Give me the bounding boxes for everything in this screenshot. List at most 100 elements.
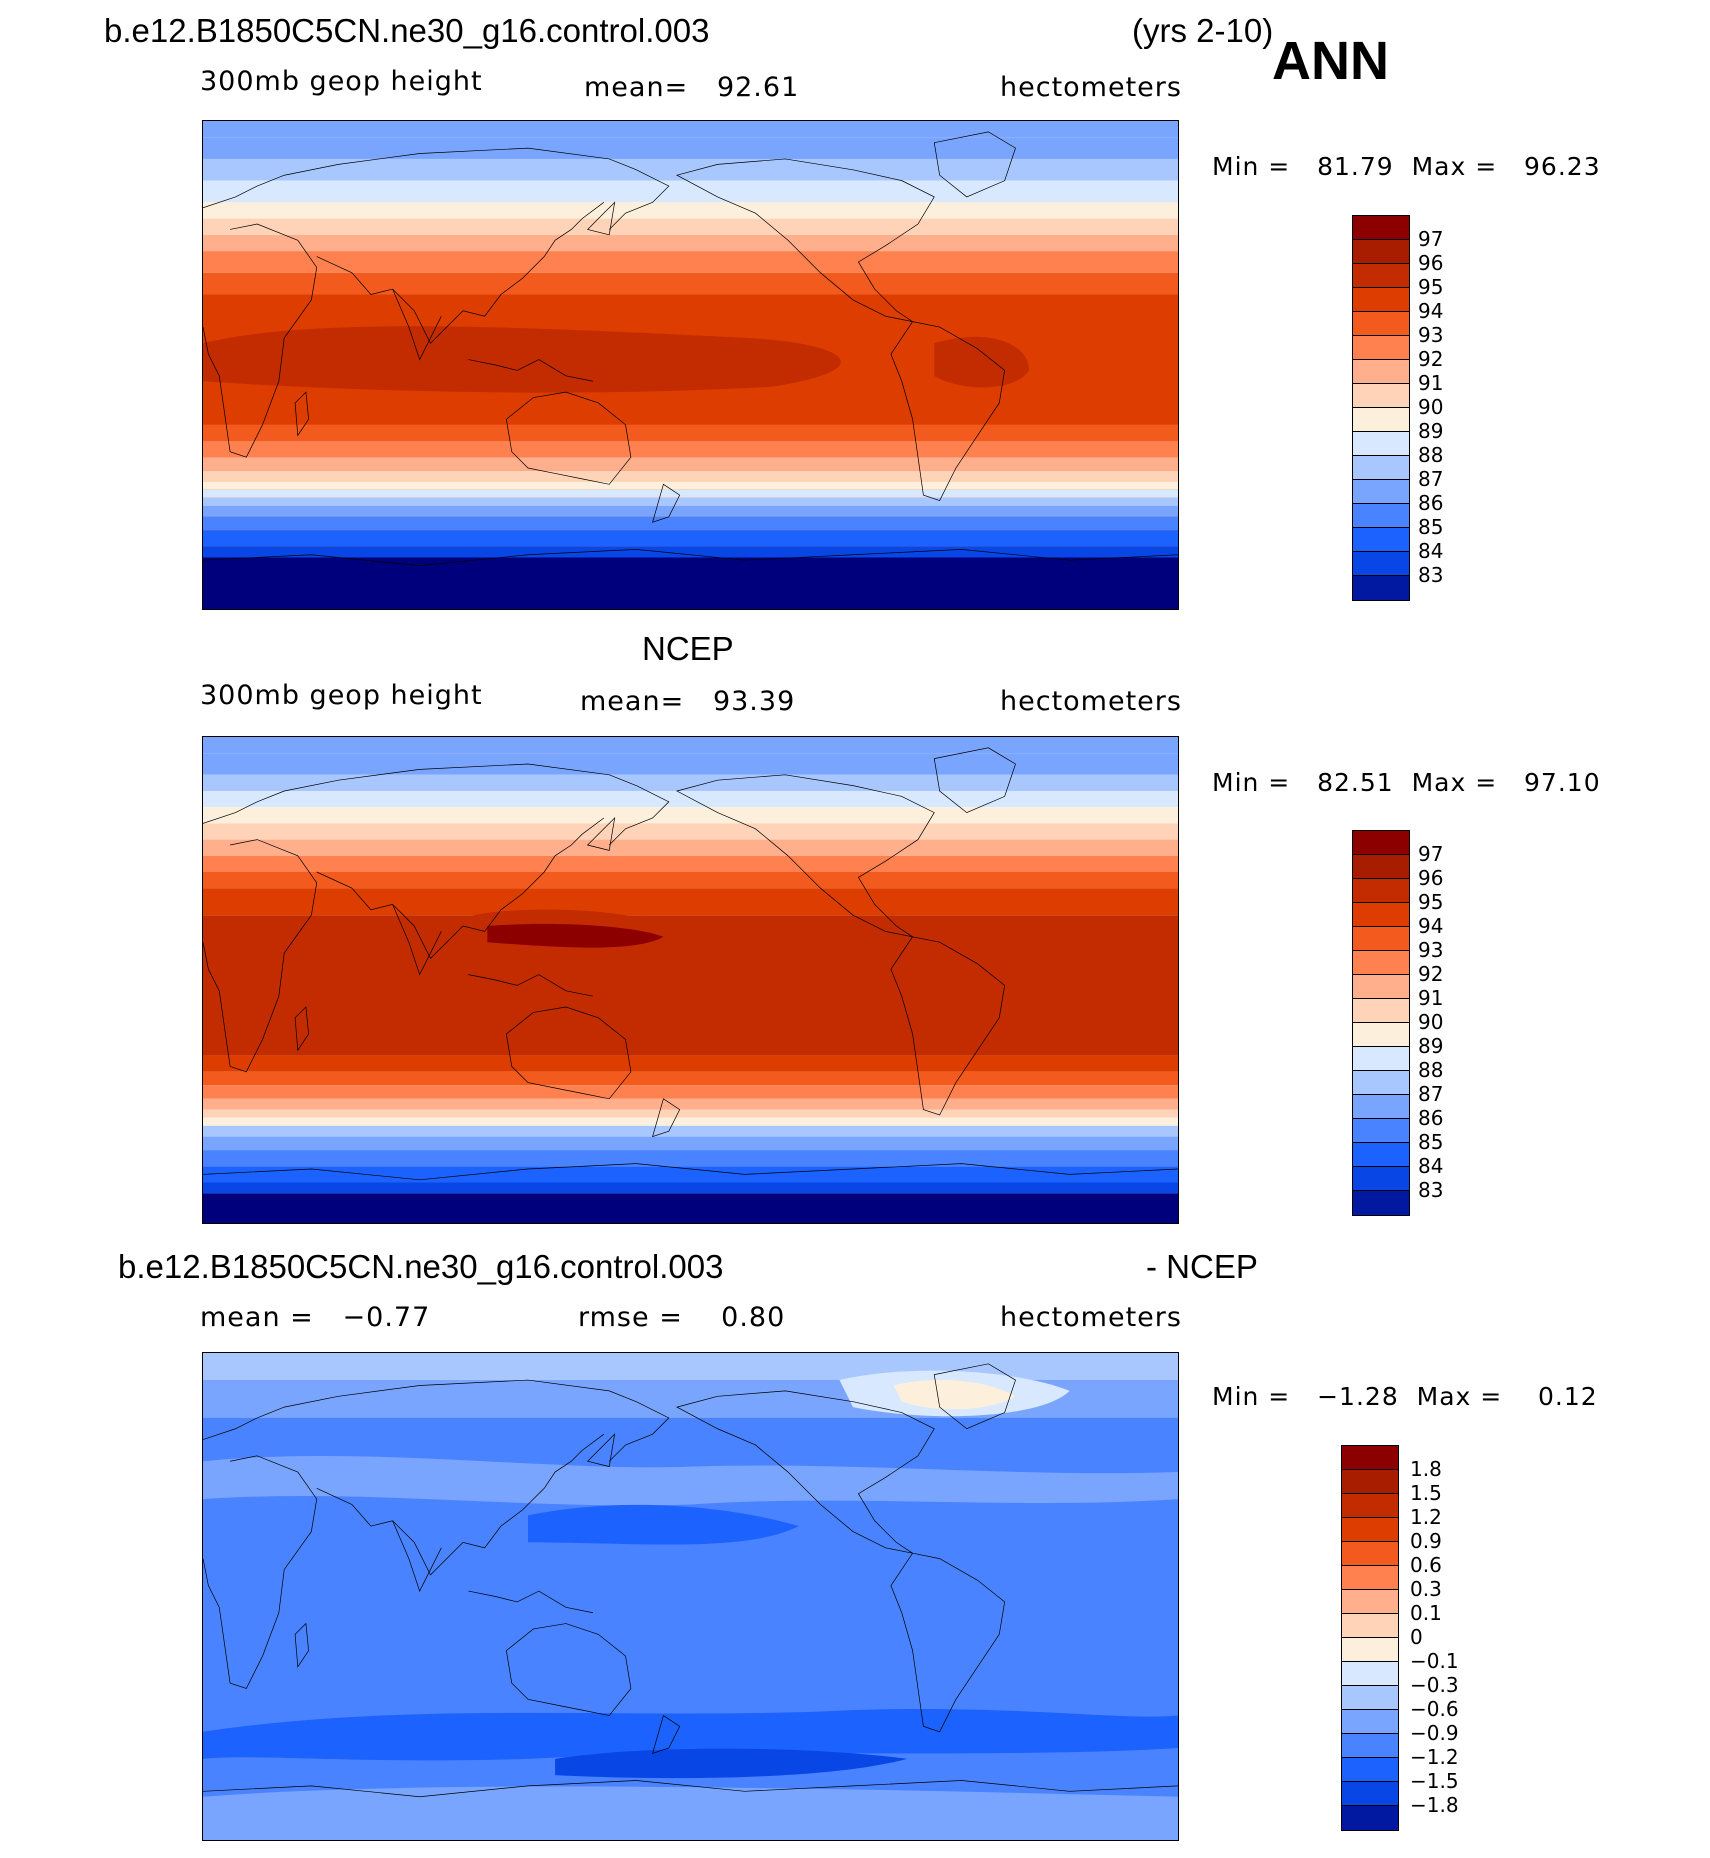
contour-band	[203, 516, 1178, 531]
obs-contour-bands	[203, 737, 1178, 1223]
colorbar-swatch	[1342, 1590, 1398, 1614]
contour-band	[203, 272, 1178, 295]
colorbar-swatch	[1353, 951, 1409, 975]
model-map	[202, 120, 1179, 610]
diff-rmse-label: rmse =	[578, 1302, 683, 1333]
model-colorbar	[1352, 215, 1410, 601]
band	[203, 1786, 1178, 1840]
obs-minmax: Min = 82.51 Max = 97.10	[1212, 768, 1601, 797]
coastline	[468, 360, 593, 382]
high-core	[934, 336, 1030, 388]
diff-max-label: Max =	[1416, 1382, 1503, 1411]
contour-band	[203, 1150, 1178, 1167]
colorbar-label: 97	[1418, 227, 1444, 251]
contour-band	[203, 424, 1178, 441]
colorbar-swatch	[1342, 1566, 1398, 1590]
colorbar-label: 83	[1418, 1178, 1444, 1202]
obs-colorbar	[1352, 830, 1410, 1216]
colorbar-label: 0.9	[1410, 1529, 1442, 1553]
contour-band	[203, 497, 1178, 506]
diff-max-value: 0.12	[1538, 1382, 1598, 1411]
contour-band	[203, 1117, 1178, 1126]
coastlines	[203, 132, 1178, 566]
contour-band	[203, 1109, 1178, 1118]
contour-band	[203, 737, 1178, 754]
colorbar-label: −0.3	[1410, 1673, 1459, 1697]
colorbar-label: 86	[1418, 1106, 1444, 1130]
colorbar-swatch	[1353, 504, 1409, 528]
coastline	[203, 840, 317, 1072]
colorbar-label: 85	[1418, 1130, 1444, 1154]
model-mean-label: mean=	[584, 72, 689, 103]
colorbar-label: 1.2	[1410, 1505, 1442, 1529]
diff-colorbar	[1341, 1445, 1399, 1831]
diff-min-label: Min =	[1212, 1382, 1291, 1411]
contour-band	[203, 218, 1178, 235]
colorbar-swatch	[1353, 1143, 1409, 1167]
colorbar-swatch	[1353, 384, 1409, 408]
model-map-svg	[203, 121, 1178, 609]
model-min-label: Min =	[1212, 152, 1291, 181]
warm-core	[893, 1379, 1016, 1410]
colorbar-label: 91	[1418, 986, 1444, 1010]
coastline	[506, 1624, 631, 1716]
coastline	[653, 1716, 680, 1754]
contour-band	[203, 1136, 1178, 1151]
diff-min-value: −1.28	[1317, 1382, 1399, 1411]
diff-map-svg	[203, 1353, 1178, 1840]
contour-band	[203, 1085, 1178, 1099]
contour-band	[203, 251, 1178, 273]
colorbar-swatch	[1353, 879, 1409, 903]
colorbar-swatch	[1353, 1023, 1409, 1047]
coastline	[295, 392, 309, 435]
coastline	[891, 937, 1005, 1115]
colorbar-label: 1.8	[1410, 1457, 1442, 1481]
contour-band	[203, 505, 1178, 517]
coastline	[203, 1380, 669, 1461]
colorbar-swatch	[1342, 1446, 1398, 1470]
contour-band	[203, 774, 1178, 791]
contour-band	[203, 1166, 1178, 1183]
coastline	[588, 818, 615, 850]
coastline	[653, 1099, 680, 1137]
colorbar-label: 97	[1418, 842, 1444, 866]
colorbar-label: 89	[1418, 419, 1444, 443]
colorbar-swatch	[1342, 1518, 1398, 1542]
colorbar-label: 0.6	[1410, 1553, 1442, 1577]
contour-band	[203, 234, 1178, 252]
obs-mean: mean= 93.39	[580, 686, 795, 717]
colorbar-label: −0.6	[1410, 1697, 1459, 1721]
colorbar-swatch	[1342, 1662, 1398, 1686]
colorbar-label: 92	[1418, 962, 1444, 986]
contour-band	[203, 807, 1178, 824]
colorbar-swatch	[1353, 1071, 1409, 1095]
colorbar-swatch	[1342, 1470, 1398, 1494]
contour-band	[203, 457, 1178, 471]
colorbar-label: 88	[1418, 1058, 1444, 1082]
obs-min-label: Min =	[1212, 768, 1291, 797]
coastline	[468, 975, 593, 997]
colorbar-swatch	[1353, 927, 1409, 951]
model-max-value: 96.23	[1524, 152, 1601, 181]
contour-band	[203, 1098, 1178, 1110]
colorbar-swatch	[1353, 528, 1409, 552]
model-units: hectometers	[1000, 72, 1182, 103]
coastline	[506, 392, 631, 484]
colorbar-swatch	[1353, 312, 1409, 336]
high-core	[203, 326, 841, 393]
colorbar-label: 1.5	[1410, 1481, 1442, 1505]
contour-band	[203, 1055, 1178, 1072]
warm-pool	[487, 923, 664, 948]
colorbar-swatch	[1353, 240, 1409, 264]
colorbar-swatch	[1342, 1614, 1398, 1638]
colorbar-swatch	[1353, 1167, 1409, 1191]
obs-map-svg	[203, 737, 1178, 1223]
contour-band	[203, 202, 1178, 219]
contour-band	[203, 791, 1178, 808]
colorbar-swatch	[1353, 336, 1409, 360]
contour-band	[203, 823, 1178, 840]
diff-mean: mean = −0.77	[200, 1302, 430, 1333]
colorbar-label: 89	[1418, 1034, 1444, 1058]
contour-band	[203, 121, 1178, 138]
obs-mean-label: mean=	[580, 686, 685, 717]
